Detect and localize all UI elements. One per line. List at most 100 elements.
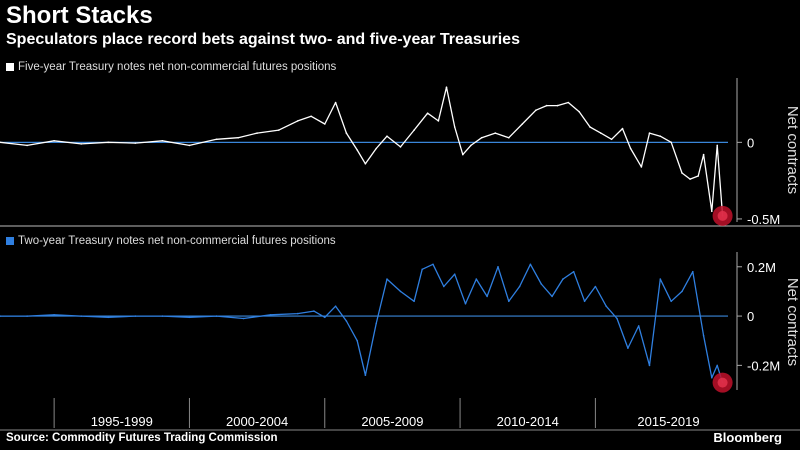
data-point-five-year [545,104,548,107]
data-point-five-year [188,144,191,147]
data-point-two-year [702,335,705,337]
data-point-two-year [324,316,326,319]
data-point-five-year [689,178,691,180]
data-point-five-year [399,146,402,148]
data-point-two-year [540,283,543,285]
x-tick-label: 2000-2004 [226,414,288,429]
panel-two-year: 0.2M 0 -0.2M Net contracts [0,252,800,393]
y-tick-label-two-year: 0.2M [747,260,776,275]
data-point-five-year [107,141,110,144]
series-line-two-year [0,263,724,383]
data-point-two-year [421,268,424,271]
y-tick-label-five-year: 0 [747,135,754,150]
data-point-two-year [627,347,629,349]
data-point-two-year [453,273,456,276]
data-point-two-year [432,263,434,266]
chart-subtitle: Speculators place record bets against tw… [6,31,520,48]
data-point-two-year [188,316,191,319]
data-point-two-year [269,314,272,316]
data-point-five-year [610,138,613,141]
data-point-two-year [572,270,575,273]
legend-two-year: Two-year Treasury notes net non-commerci… [6,235,336,247]
data-point-two-year [497,266,499,268]
data-point-five-year [386,135,388,137]
chart-title: Short Stacks [6,2,153,29]
data-point-five-year [310,115,313,118]
data-point-five-year [53,140,55,142]
y-axis-title-five-year: Net contracts [784,106,800,194]
data-point-two-year [692,270,694,273]
data-point-five-year [462,153,464,156]
legend-five-year: Five-year Treasury notes net non-commerc… [6,61,336,73]
data-point-five-year [716,144,718,147]
data-point-five-year [629,147,632,150]
data-point-five-year [237,136,239,139]
data-point-two-year [161,315,164,317]
data-point-five-year [648,132,651,134]
data-point-five-year [621,127,624,130]
series-line-five-year [0,86,724,216]
brand-logo: Bloomberg [713,430,782,445]
data-point-two-year [670,300,672,303]
data-point-five-year [134,142,137,144]
data-point-five-year [640,166,643,168]
source-note: Source: Commodity Futures Trading Commis… [6,432,278,444]
y-tick-label-two-year: 0 [747,309,754,324]
data-point-five-year [567,101,570,104]
data-point-five-year [508,136,510,139]
data-point-five-year [453,126,456,128]
data-point-two-year [716,364,718,367]
data-point-two-year [413,300,415,303]
data-point-two-year [518,285,521,288]
data-point-two-year [616,317,618,320]
data-point-five-year [324,123,326,125]
data-point-five-year [278,129,280,131]
data-point-five-year [681,172,683,174]
data-point-five-year [521,123,524,125]
x-axis: 1995-1999 2000-2004 2005-2009 2010-2014 2015… [53,398,700,429]
data-point-five-year [256,132,258,134]
data-point-two-year [508,300,510,303]
data-point-five-year [426,112,429,114]
data-point-five-year [702,153,705,156]
data-point-two-year [0,315,1,317]
data-point-five-year [364,163,367,165]
data-point-five-year [345,132,348,134]
data-point-five-year [470,144,472,147]
data-point-two-year [313,310,315,312]
data-point-two-year [356,339,359,342]
data-point-two-year [648,364,651,367]
data-point-five-year [445,86,448,88]
x-tick-label: 2015-2019 [637,414,699,429]
data-point-five-year [480,136,483,139]
data-point-five-year [375,147,378,150]
data-point-two-year [562,278,564,280]
x-tick-label: 1995-1999 [91,414,153,429]
data-point-two-year [681,290,683,293]
data-point-two-year [26,315,28,317]
data-point-two-year [605,305,607,308]
data-point-two-year [296,312,299,315]
data-point-two-year [711,376,713,379]
data-point-five-year [215,138,218,141]
data-point-five-year [697,175,699,177]
legend-label-five-year: Five-year Treasury notes net non-commerc… [18,61,337,73]
data-point-five-year [711,210,713,213]
data-point-two-year [594,285,597,288]
highlight-marker-core-five-year [717,210,728,221]
y-tick-label-five-year: -0.5M [747,212,780,227]
legend-swatch-five-year [6,63,14,71]
data-point-five-year [0,141,1,144]
data-point-five-year [80,143,82,145]
data-point-two-year [242,317,245,320]
data-point-five-year [413,129,415,131]
data-point-five-year [535,109,537,111]
data-point-two-year [375,322,378,325]
highlight-marker-core-two-year [717,377,728,388]
data-point-five-year [356,149,359,151]
data-point-five-year [578,110,580,113]
data-point-five-year [670,141,672,144]
data-point-two-year [345,320,348,322]
data-point-five-year [556,104,559,107]
